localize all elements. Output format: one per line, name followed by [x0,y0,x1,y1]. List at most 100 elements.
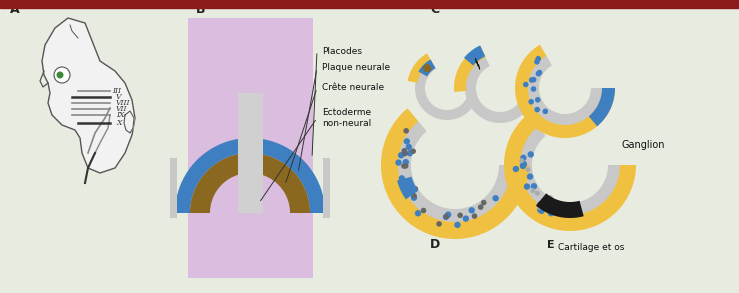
Circle shape [481,200,486,205]
Circle shape [521,161,527,167]
Circle shape [529,77,534,83]
Circle shape [454,222,460,228]
Circle shape [528,99,534,105]
Text: C: C [430,3,439,16]
Circle shape [406,144,412,150]
Text: V: V [116,93,121,101]
Circle shape [537,207,543,213]
Circle shape [492,195,499,202]
Circle shape [411,195,417,201]
Circle shape [531,77,537,82]
Polygon shape [589,88,615,126]
Circle shape [403,128,409,134]
Circle shape [411,193,417,199]
Circle shape [54,67,70,83]
Circle shape [542,109,548,114]
Polygon shape [124,111,134,133]
Text: VII: VII [116,105,128,113]
Text: B: B [196,3,205,16]
Circle shape [443,214,449,219]
Polygon shape [518,125,622,217]
Circle shape [478,204,483,210]
Circle shape [403,138,410,145]
Circle shape [401,163,406,169]
Text: E: E [547,240,555,250]
Bar [170,158,177,218]
Circle shape [520,155,527,161]
Circle shape [535,191,539,196]
Circle shape [536,71,541,76]
Circle shape [548,210,554,217]
Circle shape [395,159,402,166]
Text: A: A [10,3,20,16]
Circle shape [469,207,475,214]
Circle shape [531,188,535,193]
Circle shape [537,70,542,75]
Circle shape [539,208,545,214]
Circle shape [401,148,407,154]
Circle shape [463,215,469,222]
Circle shape [554,202,559,207]
Polygon shape [536,193,584,218]
Circle shape [534,59,539,64]
Polygon shape [465,56,534,123]
Circle shape [524,183,530,190]
Bar [188,18,313,278]
Circle shape [445,212,452,218]
Circle shape [551,202,555,207]
Polygon shape [175,138,325,213]
Circle shape [406,150,413,156]
Polygon shape [415,60,477,120]
Circle shape [531,183,537,190]
Circle shape [443,214,449,220]
Text: Placodes: Placodes [322,47,362,55]
Polygon shape [397,177,418,200]
Circle shape [534,107,540,113]
Polygon shape [42,18,135,173]
Circle shape [457,212,463,218]
Circle shape [548,195,553,200]
Polygon shape [527,55,603,126]
Polygon shape [408,53,432,83]
Circle shape [420,208,426,213]
Circle shape [415,210,421,217]
Circle shape [519,158,524,163]
Circle shape [535,97,540,103]
Circle shape [410,149,416,154]
Circle shape [412,186,418,192]
Circle shape [513,166,519,172]
Polygon shape [397,120,513,223]
Circle shape [403,159,409,165]
Circle shape [520,163,526,169]
Circle shape [528,151,534,158]
Polygon shape [454,46,486,92]
Circle shape [525,167,531,172]
Circle shape [423,64,431,72]
Text: III: III [112,87,121,95]
Circle shape [471,213,477,219]
Circle shape [398,175,405,182]
Circle shape [436,221,442,227]
Polygon shape [464,45,486,66]
Polygon shape [515,45,615,138]
Polygon shape [418,59,435,76]
Bar [323,158,330,218]
Circle shape [537,201,543,208]
Circle shape [403,163,409,169]
Circle shape [523,82,528,87]
Polygon shape [381,108,529,239]
Polygon shape [504,115,636,231]
Text: IX: IX [116,111,124,119]
Circle shape [56,71,64,79]
Text: Ectoderme
non-neural: Ectoderme non-neural [322,108,371,128]
Text: VIII: VIII [116,99,131,107]
Text: Cartilage et os: Cartilage et os [558,243,624,253]
Circle shape [527,173,534,180]
Circle shape [398,152,404,159]
Text: Ganglion: Ganglion [622,140,666,150]
Circle shape [536,56,541,62]
Text: Crête neurale: Crête neurale [322,84,384,93]
Bar [0,0,739,8]
Circle shape [531,86,537,92]
Polygon shape [190,153,310,213]
